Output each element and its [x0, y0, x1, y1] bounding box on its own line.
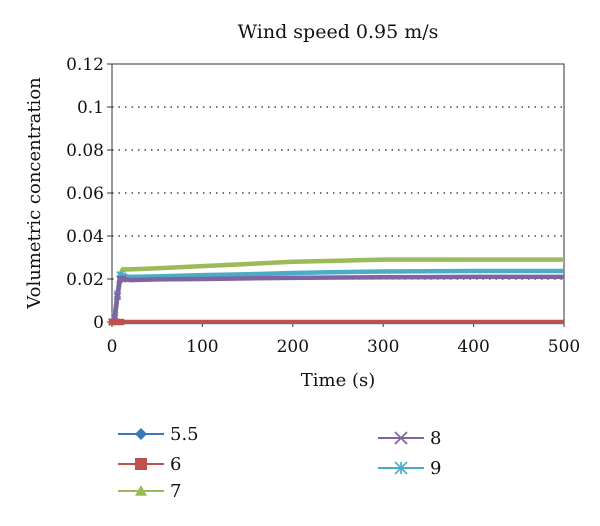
y-tick-label: 0.08: [66, 141, 104, 161]
y-tick-label: 0.1: [77, 98, 104, 118]
legend-label: 5.5: [170, 424, 199, 445]
y-tick-label: 0.02: [66, 270, 104, 290]
data-point: [113, 292, 122, 301]
data-point: [113, 318, 120, 326]
legend-label: 6: [170, 454, 181, 475]
legend-item-8: 8: [378, 428, 441, 449]
series-line-8: [110, 274, 564, 324]
x-tick-label: 300: [367, 337, 399, 357]
y-tick-label: 0.04: [66, 227, 104, 247]
legend-item-6: 6: [118, 454, 181, 475]
y-tick-label: 0.12: [66, 55, 104, 75]
x-axis-label: Time (s): [301, 370, 376, 391]
x-tick-label: 400: [457, 337, 489, 357]
data-point: [117, 318, 125, 326]
y-axis-label: Volumetric concentration: [24, 77, 45, 310]
legend-label: 7: [170, 481, 181, 502]
legend: 5.5 6 7 8 9: [118, 424, 441, 502]
grid-lines: [112, 106, 564, 280]
y-tick-label: 0.06: [66, 184, 104, 204]
data-point: [108, 318, 116, 326]
x-tick-label: 200: [277, 337, 309, 357]
legend-item-7: 7: [118, 481, 181, 502]
legend-label: 9: [430, 458, 441, 479]
x-tick-label: 500: [548, 337, 580, 357]
y-axis: 0 0.02 0.04 0.06 0.08 0.1 0.12: [66, 55, 112, 333]
data-point: [135, 428, 147, 440]
x-axis: 0 100 200 300 400 500: [107, 322, 580, 357]
data-point: [394, 431, 408, 445]
legend-item-5.5: 5.5: [118, 424, 199, 445]
chart-title: Wind speed 0.95 m/s: [238, 21, 439, 43]
data-point: [119, 266, 127, 272]
series-group: [108, 257, 564, 326]
data-point: [394, 461, 408, 475]
y-tick-label: 0: [93, 313, 104, 333]
x-tick-label: 100: [186, 337, 218, 357]
data-point: [135, 458, 147, 470]
x-tick-label: 0: [107, 337, 118, 357]
data-point: [119, 275, 127, 283]
data-point: [116, 275, 124, 283]
data-point: [135, 485, 147, 496]
legend-label: 8: [430, 428, 441, 449]
legend-item-9: 9: [378, 458, 441, 479]
